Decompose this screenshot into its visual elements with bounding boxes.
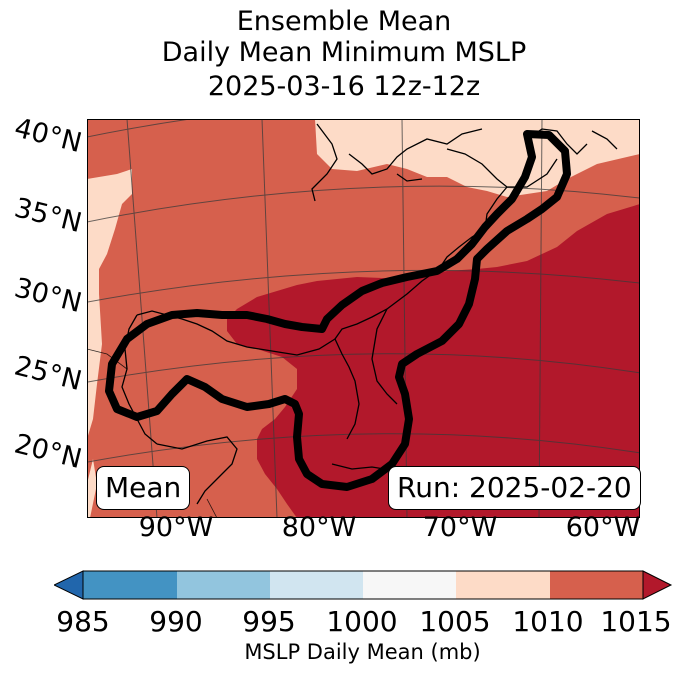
- lat-label-20: 20°N: [11, 428, 85, 476]
- title-line-1: Ensemble Mean: [236, 6, 452, 37]
- colorbar-tick-1005: 1005: [419, 605, 491, 638]
- title-line-2: Daily Mean Minimum MSLP: [161, 37, 527, 68]
- lat-label-25: 25°N: [11, 350, 85, 398]
- colorbar-tick-1000: 1000: [326, 605, 398, 638]
- colorbar-label: MSLP Daily Mean (mb): [244, 640, 481, 664]
- colorbar-tick-995: 995: [242, 605, 296, 638]
- lon-label-80w: 80°W: [281, 512, 357, 543]
- pressure-field-1005-1010-southwest: [87, 459, 97, 518]
- pressure-field-1005-1010-west: [87, 169, 132, 439]
- mean-contour: [105, 130, 571, 491]
- colorbar-tick-985: 985: [56, 605, 110, 638]
- mean-label-box: Mean: [96, 466, 191, 510]
- colorbar-segment-1000-1005: [363, 571, 456, 599]
- lat-label-35: 35°N: [11, 192, 85, 240]
- colorbar-tick-1015: 1015: [600, 605, 672, 638]
- colorbar: [54, 570, 673, 600]
- borders: [87, 348, 218, 518]
- colorbar-segment-1005-1010: [456, 571, 550, 599]
- colorbar-under-triangle: [54, 570, 84, 600]
- lat-label-40: 40°N: [11, 112, 85, 160]
- lon-label-70w: 70°W: [422, 512, 498, 543]
- map-panel: [87, 119, 640, 518]
- colorbar-tick-990: 990: [149, 605, 203, 638]
- pressure-field-above-1015: [227, 204, 640, 518]
- colorbar-segment-990-995: [177, 571, 270, 599]
- title-line-3: 2025-03-16 12z-12z: [207, 71, 481, 102]
- colorbar-tick-1010: 1010: [512, 605, 584, 638]
- run-label-box: Run: 2025-02-20: [388, 466, 641, 510]
- lon-label-90w: 90°W: [138, 512, 214, 543]
- lon-label-60w: 60°W: [565, 512, 641, 543]
- colorbar-segment-985-990: [83, 571, 177, 599]
- colorbar-segment-995-1000: [270, 571, 363, 599]
- colorbar-over-triangle: [642, 570, 673, 600]
- pressure-field-1005-1010-northeast: [315, 119, 640, 197]
- colorbar-segment-1010-1015: [550, 571, 643, 599]
- lat-label-30: 30°N: [11, 272, 85, 320]
